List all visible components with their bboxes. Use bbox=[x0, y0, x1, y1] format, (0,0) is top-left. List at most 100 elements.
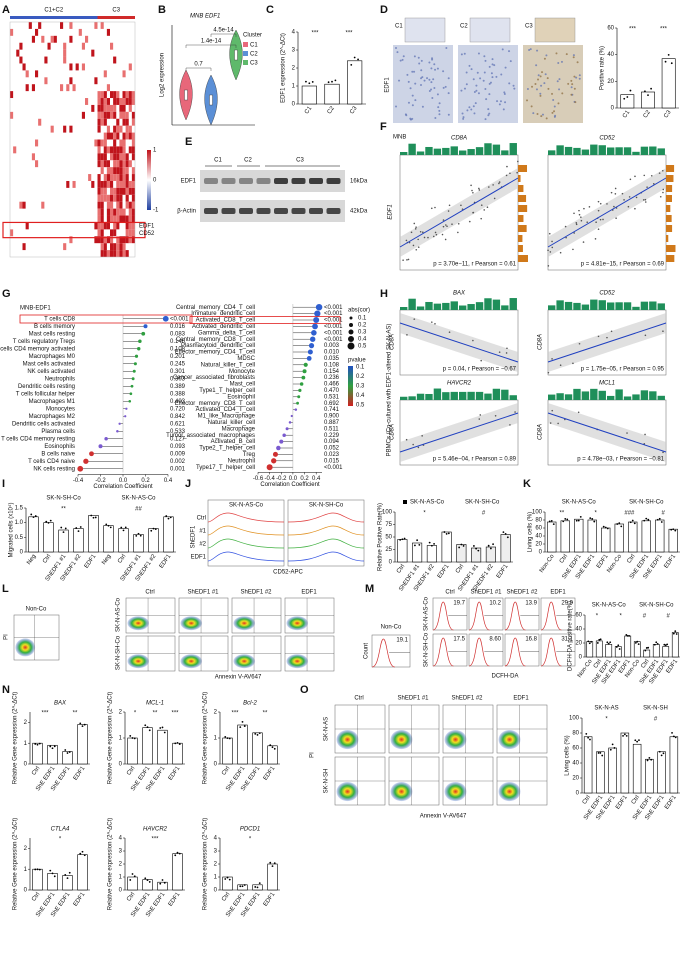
replicate-dot bbox=[672, 735, 675, 738]
point bbox=[470, 184, 472, 187]
point bbox=[634, 175, 636, 178]
row-label: SK-N-SH-Co bbox=[424, 632, 430, 667]
replicate-dot bbox=[601, 754, 604, 757]
x-tick-label: EDF1 bbox=[663, 553, 677, 570]
replicate-dot bbox=[152, 527, 155, 530]
y-tick-label: 75 bbox=[385, 522, 392, 528]
heat-cell bbox=[19, 42, 23, 50]
x-tick-label: EDF1 bbox=[159, 553, 173, 570]
p-value: 1.4e-14 bbox=[201, 39, 222, 45]
nucleus bbox=[431, 58, 434, 61]
bar bbox=[267, 863, 278, 891]
heat-cell bbox=[31, 35, 35, 43]
nucleus bbox=[414, 99, 417, 102]
replicate-dot bbox=[623, 733, 626, 736]
replicate-dot bbox=[357, 58, 359, 61]
column-label: Non-Co bbox=[381, 625, 402, 631]
nucleus bbox=[442, 70, 445, 73]
heat-cell bbox=[100, 180, 104, 188]
point bbox=[488, 186, 490, 188]
heat-cell bbox=[131, 229, 135, 237]
replicate-dot bbox=[258, 882, 261, 885]
nucleus bbox=[557, 102, 560, 105]
heat-cell bbox=[94, 236, 98, 244]
percent-label: 10.2 bbox=[489, 601, 501, 607]
replicate-dot bbox=[585, 732, 588, 735]
replicate-dot bbox=[626, 634, 629, 637]
point bbox=[642, 199, 645, 201]
replicate-dot bbox=[550, 520, 553, 522]
bar bbox=[142, 727, 153, 765]
heat-cell bbox=[16, 49, 20, 57]
lollipop-head bbox=[276, 445, 281, 451]
cell-label: T cells CD4 memory resting bbox=[1, 436, 75, 442]
heat-cell bbox=[103, 236, 107, 244]
y-axis-label: Relative Gene expression (2^-ΔCt) bbox=[13, 818, 19, 911]
bar bbox=[485, 546, 496, 563]
replicate-dot bbox=[656, 518, 659, 521]
marginal-bar bbox=[598, 145, 606, 155]
point bbox=[572, 248, 574, 251]
heat-cell bbox=[100, 153, 104, 161]
nucleus bbox=[535, 64, 538, 67]
x-tick-label: 0.2 bbox=[141, 478, 150, 484]
replicate-dot bbox=[671, 732, 673, 734]
heat-cell bbox=[106, 104, 110, 112]
heat-cell bbox=[128, 91, 132, 99]
heat-cell bbox=[110, 167, 114, 175]
y-axis-label: Relative Gene expression (2^-ΔCt) bbox=[13, 692, 19, 785]
nucleus bbox=[399, 59, 402, 62]
nucleus bbox=[531, 85, 534, 88]
heat-cell bbox=[122, 132, 126, 140]
replicate-dot bbox=[53, 875, 56, 878]
bar bbox=[148, 528, 159, 553]
point bbox=[575, 222, 578, 224]
significance: *** bbox=[629, 27, 637, 33]
replicate-dot bbox=[414, 544, 416, 547]
nucleus bbox=[466, 109, 469, 112]
legend-colorbar bbox=[348, 366, 353, 406]
column-label: Ctrl bbox=[445, 590, 454, 596]
image-label: C3 bbox=[525, 24, 533, 30]
p-value: 4.5e-14 bbox=[213, 28, 234, 34]
marginal-bar bbox=[615, 147, 623, 155]
y-tick-label: 2 bbox=[292, 66, 296, 72]
point bbox=[547, 265, 550, 267]
chart-title: Bcl-2 bbox=[243, 701, 257, 707]
heat-cell bbox=[122, 139, 126, 147]
gate bbox=[335, 705, 385, 753]
replicate-dot bbox=[564, 518, 567, 520]
p-value: 0.052 bbox=[324, 446, 340, 452]
regression-line bbox=[547, 322, 667, 363]
replicate-dot bbox=[428, 541, 431, 544]
bar bbox=[47, 873, 58, 891]
replicate-dot bbox=[562, 520, 565, 523]
point bbox=[493, 197, 496, 200]
column-label: SK-N-AS-Co bbox=[229, 503, 264, 509]
cell-label: T cells CD8 bbox=[44, 316, 76, 322]
marginal-bar bbox=[501, 389, 509, 400]
y-tick-label: 20 bbox=[535, 542, 542, 548]
regression-line bbox=[399, 177, 519, 248]
point bbox=[551, 246, 554, 249]
inset bbox=[534, 17, 576, 43]
marginal-bar bbox=[590, 144, 598, 155]
point bbox=[430, 207, 433, 210]
gate bbox=[443, 705, 493, 753]
point bbox=[514, 411, 516, 413]
scale-label: 1 bbox=[153, 148, 157, 154]
replicate-dot bbox=[165, 515, 168, 517]
heat-cell bbox=[131, 215, 135, 223]
replicate-dot bbox=[75, 527, 78, 529]
cell-label: Plasma cells bbox=[41, 429, 75, 435]
heat-cell bbox=[97, 208, 101, 216]
point bbox=[442, 219, 445, 221]
bar bbox=[628, 521, 638, 553]
point bbox=[588, 206, 591, 208]
x-tick-label: 0.0 bbox=[119, 478, 128, 484]
cell-label: NK cells resting bbox=[33, 466, 75, 472]
x-tick-label: C3 bbox=[663, 109, 673, 119]
replicate-dot bbox=[589, 517, 592, 520]
replicate-dot bbox=[646, 759, 649, 762]
band bbox=[239, 208, 253, 214]
